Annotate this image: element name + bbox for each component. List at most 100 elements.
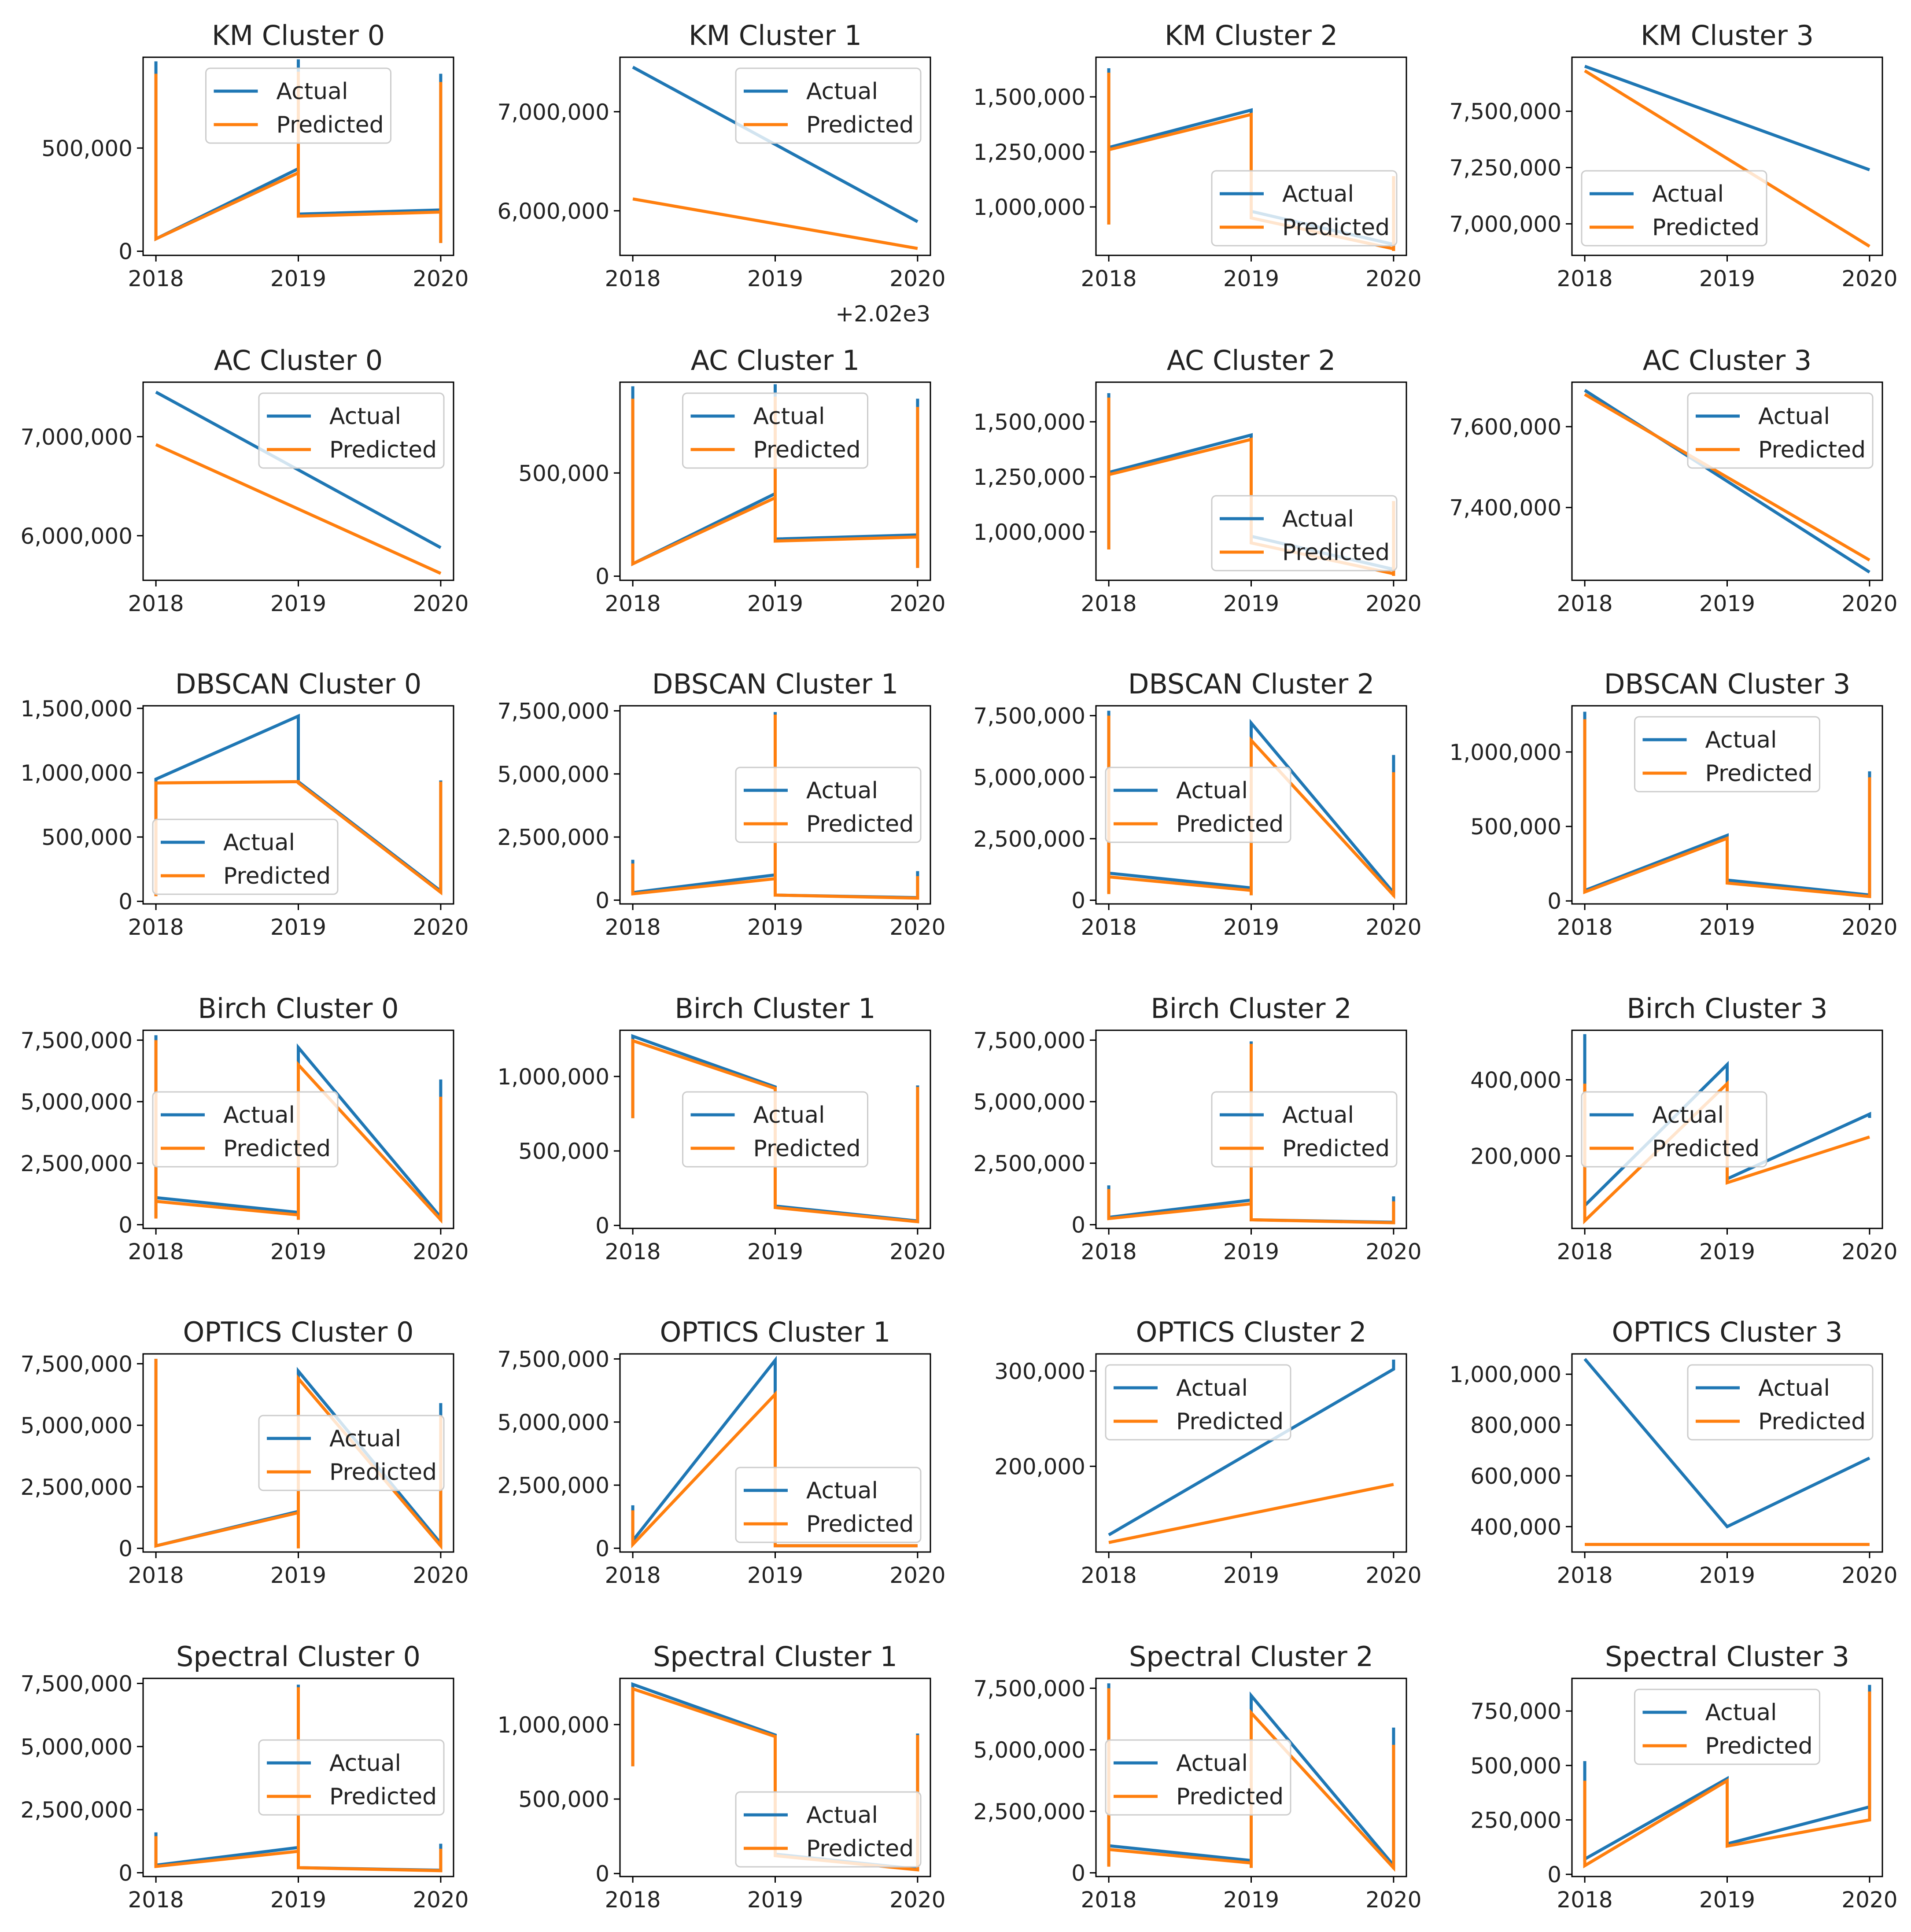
legend-label-predicted: Predicted: [329, 437, 437, 463]
x-tick-label: 2019: [270, 1239, 326, 1265]
legend: Actual Predicted: [1105, 1739, 1291, 1816]
legend: Actual Predicted: [1581, 170, 1767, 247]
legend: Actual Predicted: [1634, 716, 1820, 793]
subplot-1: KM Cluster 1 2018 2019 2020 6,000,000 7,000,0…: [498, 19, 946, 327]
x-tick-label: 2018: [1081, 1239, 1136, 1265]
legend-label-predicted: Predicted: [277, 112, 384, 138]
y-tick-label: 2,500,000: [21, 1475, 133, 1500]
y-tick-label: 0: [595, 888, 609, 913]
x-tick-label: 2018: [605, 1239, 660, 1265]
x-tick-label: 2020: [1841, 1239, 1897, 1265]
x-tick-label: 2018: [1081, 1887, 1136, 1913]
series-line-predicted: [154, 71, 443, 243]
subplot-title: Spectral Cluster 1: [653, 1641, 897, 1673]
subplot-title: OPTICS Cluster 2: [1136, 1316, 1367, 1348]
x-tick-label: 2020: [889, 1887, 945, 1913]
legend-label-predicted: Predicted: [1652, 214, 1760, 241]
y-tick-label: 5,000,000: [498, 1410, 609, 1435]
legend-label-predicted: Predicted: [806, 811, 914, 837]
subplot-9: DBSCAN Cluster 1 2018 2019 2020 0 2,500,000 5,…: [498, 668, 946, 940]
subplot-4: AC Cluster 0 2018 2019 2020 6,000,000 7,000,0…: [21, 344, 469, 616]
subplot-15: Birch Cluster 3 2018 2019 2020 200,000 400,00…: [1470, 992, 1897, 1265]
subplot-title: OPTICS Cluster 1: [660, 1316, 891, 1348]
subplot-11: DBSCAN Cluster 3 2018 2019 2020 0 500,000 1,00…: [1450, 668, 1898, 940]
y-tick-label: 200,000: [1470, 1144, 1561, 1169]
legend: Actual Predicted: [1211, 495, 1398, 571]
x-tick-label: 2018: [128, 1239, 184, 1265]
x-tick-label: 2019: [1699, 591, 1755, 616]
series-line-predicted: [154, 1040, 443, 1224]
x-tick-label: 2019: [270, 914, 326, 940]
y-tick-label: 7,500,000: [21, 1671, 133, 1696]
y-tick-label: 500,000: [518, 1787, 609, 1812]
legend: Actual Predicted: [258, 392, 445, 469]
y-tick-label: 7,500,000: [21, 1351, 133, 1377]
subplot-title: KM Cluster 1: [689, 19, 862, 52]
legend-label-predicted: Predicted: [223, 1136, 331, 1162]
legend: Actual Predicted: [1211, 1091, 1398, 1168]
subplot-title: KM Cluster 2: [1165, 19, 1338, 52]
subplot-14: Birch Cluster 2 2018 2019 2020 0 2,500,000 5,0…: [974, 992, 1422, 1265]
series-line-actual: [1583, 1358, 1870, 1529]
legend-label-predicted: Predicted: [1176, 1408, 1284, 1435]
x-tick-label: 2018: [128, 914, 184, 940]
y-tick-label: 1,500,000: [974, 85, 1085, 110]
y-tick-label: 5,000,000: [974, 1737, 1085, 1763]
legend-label-predicted: Predicted: [329, 1784, 437, 1810]
subplot-19: OPTICS Cluster 3 2018 2019 2020 400,000 600,0…: [1450, 1316, 1898, 1588]
x-tick-label: 2018: [128, 1887, 184, 1913]
y-tick-label: 1,000,000: [1450, 740, 1561, 765]
y-tick-label: 500,000: [41, 136, 133, 161]
x-tick-label: 2020: [1365, 1239, 1421, 1265]
x-tick-label: 2020: [1841, 1563, 1897, 1588]
x-tick-label: 2018: [1081, 914, 1136, 940]
x-tick-label: 2018: [1557, 1563, 1612, 1588]
legend-label-predicted: Predicted: [753, 437, 861, 463]
x-tick-label: 2019: [747, 1239, 803, 1265]
series-line-actual: [632, 66, 919, 223]
legend: Actual Predicted: [152, 1091, 339, 1168]
legend-label-predicted: Predicted: [1282, 214, 1390, 241]
y-tick-label: 250,000: [1470, 1807, 1561, 1833]
x-tick-label: 2019: [747, 1563, 803, 1588]
y-tick-label: 1,500,000: [21, 696, 133, 722]
legend-label-actual: Actual: [1282, 1102, 1354, 1128]
y-tick-label: 0: [1547, 1862, 1561, 1888]
y-tick-label: 7,600,000: [1450, 414, 1561, 440]
y-tick-label: 7,500,000: [498, 698, 609, 724]
series-line-predicted: [1583, 1691, 1871, 1869]
legend-label-predicted: Predicted: [1652, 1136, 1760, 1162]
y-tick-label: 0: [118, 1213, 133, 1238]
series-line-predicted: [631, 1038, 919, 1224]
y-tick-label: 500,000: [518, 461, 609, 486]
x-tick-label: 2018: [605, 266, 660, 291]
y-tick-label: 500,000: [1470, 1753, 1561, 1779]
series-line-predicted: [631, 396, 919, 568]
y-tick-label: 300,000: [994, 1359, 1085, 1384]
x-tick-label: 2020: [413, 914, 469, 940]
legend-label-actual: Actual: [1176, 778, 1248, 804]
legend: Actual Predicted: [735, 67, 922, 144]
x-tick-label: 2018: [605, 591, 660, 616]
y-tick-label: 7,500,000: [974, 1676, 1085, 1701]
legend: Actual Predicted: [152, 819, 339, 895]
legend: Actual Predicted: [1105, 767, 1291, 843]
legend-label-actual: Actual: [277, 78, 348, 105]
y-tick-label: 5,000,000: [974, 765, 1085, 790]
x-tick-label: 2019: [270, 266, 326, 291]
y-tick-label: 5,000,000: [498, 762, 609, 787]
subplot-title: DBSCAN Cluster 1: [652, 668, 899, 700]
y-tick-label: 7,500,000: [498, 1346, 609, 1372]
legend-label-actual: Actual: [329, 1750, 401, 1777]
legend: Actual Predicted: [1581, 1091, 1767, 1168]
y-tick-label: 0: [1071, 1861, 1085, 1886]
y-tick-label: 400,000: [1470, 1068, 1561, 1093]
legend-label-actual: Actual: [1652, 1102, 1724, 1128]
y-tick-label: 7,500,000: [1450, 99, 1561, 125]
legend-label-predicted: Predicted: [1758, 437, 1866, 463]
legend-label-actual: Actual: [1652, 181, 1724, 207]
x-tick-label: 2019: [1223, 914, 1279, 940]
y-tick-label: 0: [1071, 888, 1085, 914]
series-line-predicted: [155, 443, 442, 575]
y-tick-label: 7,250,000: [1450, 155, 1561, 181]
